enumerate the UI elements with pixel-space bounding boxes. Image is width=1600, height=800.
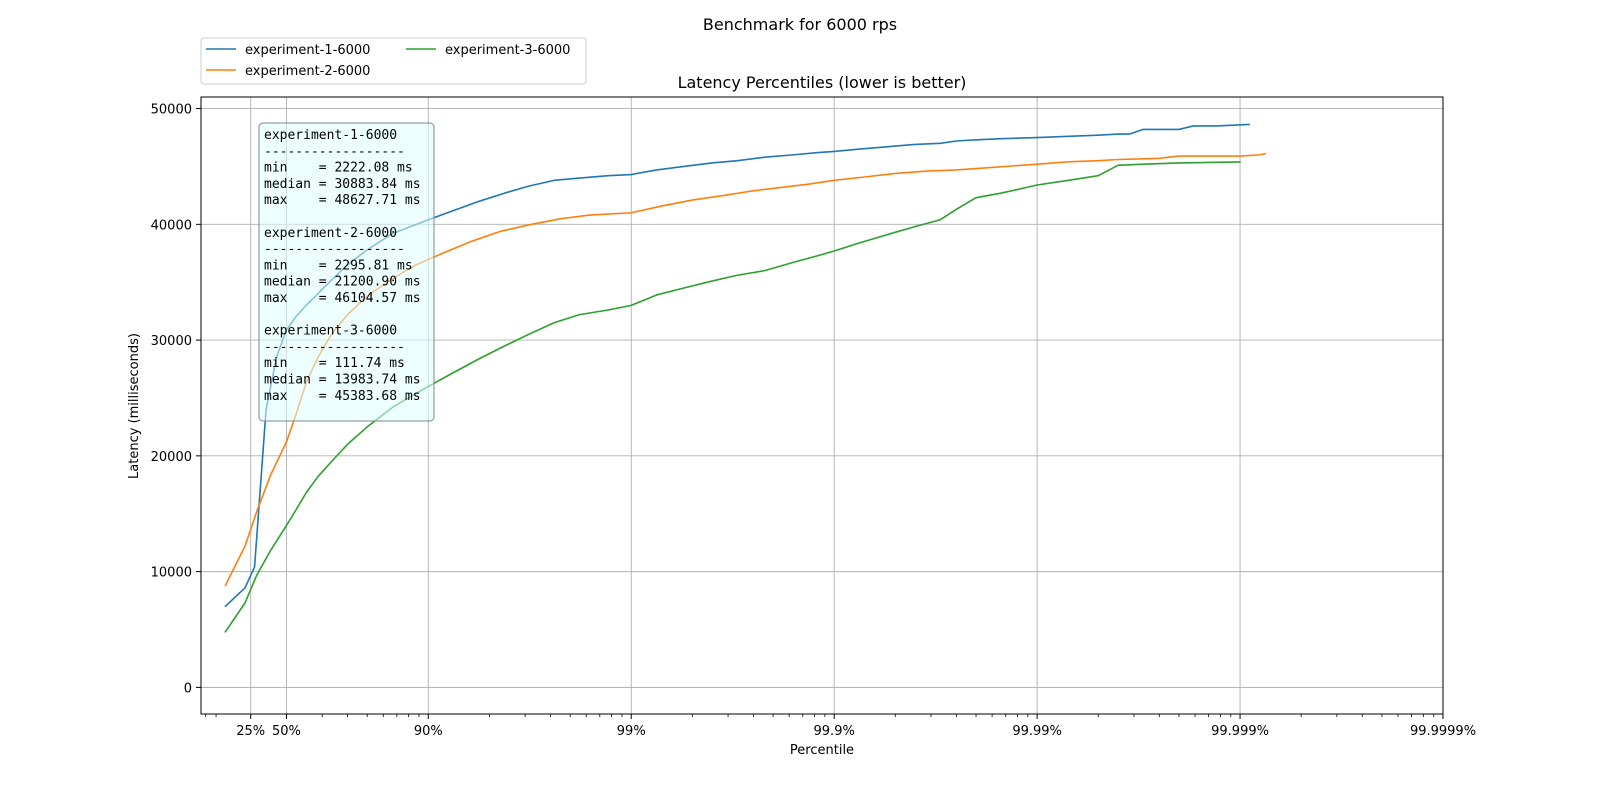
stats-line: ------------------ [264, 340, 405, 355]
x-tick-label: 25% [236, 724, 265, 739]
stats-line: experiment-2-6000 [264, 226, 397, 241]
stats-line: max = 45383.68 ms [264, 389, 421, 404]
stats-box: experiment-1-6000------------------min =… [258, 122, 435, 422]
stats-line: ------------------ [264, 144, 405, 159]
y-tick-label: 40000 [151, 218, 192, 233]
stats-line: min = 2295.81 ms [264, 258, 413, 273]
x-tick-label: 50% [272, 724, 301, 739]
stats-line: experiment-1-6000 [264, 128, 397, 143]
stats-line: min = 111.74 ms [264, 356, 405, 371]
y-tick-label: 30000 [151, 334, 192, 349]
x-tick-label: 90% [414, 724, 443, 739]
stats-line: min = 2222.08 ms [264, 161, 413, 176]
stats-line: ------------------ [264, 242, 405, 257]
x-tick-label: 99% [617, 724, 646, 739]
legend-frame [200, 37, 587, 85]
legend: experiment-1-6000 experiment-2-6000 experi… [200, 37, 587, 85]
x-tick-label: 99.99% [1012, 724, 1062, 739]
x-axis: 25% 50% 90% 99% 99.9% 99.99% 99.999% 99.9999% [205, 714, 1476, 739]
stats-line: median = 13983.74 ms [264, 373, 421, 388]
plot-frame [200, 96, 1444, 715]
stats-line: max = 46104.57 ms [264, 291, 421, 306]
x-tick-label: 99.999% [1211, 724, 1269, 739]
plot-border [200, 96, 1444, 715]
legend-label: experiment-2-6000 [245, 64, 370, 79]
chart-title: Latency Percentiles (lower is better) [678, 73, 967, 92]
stats-line: median = 21200.90 ms [264, 275, 421, 290]
x-axis-label: Percentile [790, 743, 854, 758]
y-tick-label: 10000 [151, 566, 192, 581]
stats-box-frame [258, 122, 435, 422]
stats-line: experiment-3-6000 [264, 324, 397, 339]
chart-suptitle: Benchmark for 6000 rps [703, 15, 897, 34]
legend-label: experiment-1-6000 [245, 43, 370, 58]
legend-label: experiment-3-6000 [445, 43, 570, 58]
y-axis-label: Latency (milliseconds) [127, 333, 142, 479]
stats-line: max = 48627.71 ms [264, 193, 421, 208]
x-tick-label: 99.9999% [1410, 724, 1476, 739]
stats-line: median = 30883.84 ms [264, 177, 421, 192]
y-tick-label: 20000 [151, 450, 192, 465]
y-tick-label: 50000 [151, 103, 192, 118]
y-tick-label: 0 [184, 681, 192, 696]
series-line-3 [224, 161, 1241, 633]
x-tick-label: 99.9% [814, 724, 855, 739]
y-axis: 0 10000 20000 30000 40000 50000 [151, 103, 201, 696]
